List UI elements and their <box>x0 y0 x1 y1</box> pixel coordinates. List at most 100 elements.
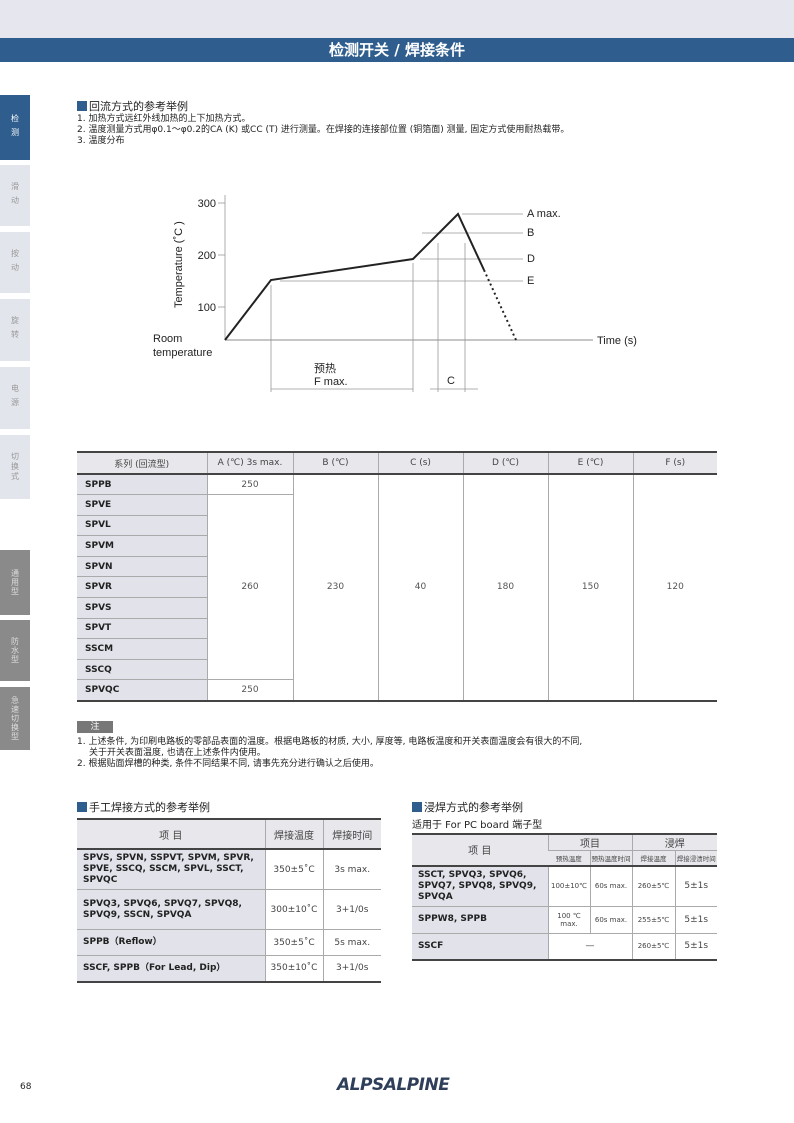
hand-solder-table: 项 目焊接温度 焊接时间 SPVS, SPVN, SSPVT, SPVM, SPV… <box>77 818 381 983</box>
sidebar-item-waterproof[interactable]: 防水型 <box>0 620 30 681</box>
alpsalpine-logo: ALPSALPINE <box>337 1075 450 1095</box>
table-row: SSCF —260±5℃ 5±1s <box>412 933 717 961</box>
x-axis-label: Time (s) <box>597 335 637 347</box>
sidebar-item-general[interactable]: 通用型 <box>0 550 30 615</box>
sidebar-item-rotary[interactable]: 旋转 <box>0 299 30 361</box>
square-bullet-icon <box>77 802 87 812</box>
table-row: SPVR <box>77 576 717 599</box>
value-cell: 5±1s <box>674 933 717 961</box>
col-header: 预热温度时间 <box>589 850 632 867</box>
series-cell: SSCT, SPVQ3, SPVQ6, SPVQ7, SPVQ8, SPVQ9,… <box>412 865 548 907</box>
value-cell: 100±10℃ <box>547 865 590 907</box>
reflow-section-title: 回流方式的参考举例 <box>77 98 188 114</box>
time-cell: 3+1/0s <box>322 955 381 982</box>
square-bullet-icon <box>77 101 87 111</box>
col-header: 项 目 <box>412 834 548 867</box>
reflow-table: 系列 (回流型) A (℃) 3s max. B (℃) C (s) D (℃)… <box>77 451 717 702</box>
sidebar-item-snap-action[interactable]: 急速切换型 <box>0 687 30 750</box>
col-group-header: 浸焊 <box>631 834 717 851</box>
series-cell: SPVN <box>77 556 207 578</box>
table-row: SSCT, SPVQ3, SPVQ6, SPVQ7, SPVQ8, SPVQ9,… <box>412 865 717 907</box>
sidebar-item-slide[interactable]: 滑动 <box>0 165 30 226</box>
value-cell: 255±5℃ <box>631 906 675 934</box>
series-cell: SPPB（Reflow） <box>77 929 265 956</box>
table-row: SPPW8, SPPB 100 ℃ max. 60s max. 255±5℃ 5±1s <box>412 906 717 934</box>
col-header: A (℃) 3s max. <box>206 452 293 475</box>
table-row: SPVQ3, SPVQ6, SPVQ7, SPVQ8, SPVQ9, SSCN,… <box>77 889 381 930</box>
series-cell: SPPB <box>77 474 207 496</box>
col-group-header: 项目 <box>547 834 632 851</box>
y-axis-label: Temperature (˚C ) <box>173 221 185 308</box>
profile-cooling-dotted <box>483 269 517 341</box>
sidebar-item-detect[interactable]: 检测 <box>0 95 30 160</box>
series-cell: SSCQ <box>77 659 207 681</box>
series-cell: SPVM <box>77 535 207 557</box>
series-cell: SPPW8, SPPB <box>412 906 548 934</box>
d-cell: 180 <box>462 474 548 702</box>
col-header: 焊接温度 <box>264 819 323 850</box>
tick-label: 300 <box>198 198 216 210</box>
sidebar-item-switching[interactable]: 切换式 <box>0 435 30 499</box>
col-header: B (℃) <box>292 452 378 475</box>
room-label: Room <box>153 333 182 345</box>
e-cell: 150 <box>547 474 633 702</box>
label-c: C <box>447 375 455 387</box>
table-row: SPVN <box>77 556 717 578</box>
time-cell: 3+1/0s <box>322 889 381 930</box>
tick-label: 200 <box>198 250 216 262</box>
col-header: 焊接时间 <box>322 819 381 850</box>
notes: 1. 上述条件, 为印刷电路板的零部品表面的温度。根据电路板的材质, 大小, 厚… <box>77 737 583 769</box>
dip-solder-table: 项 目项目 浸焊 预热温度 预热温度时间 焊接温度 焊接浸渍时间 SSCT, SPVQ3… <box>412 833 717 961</box>
table-row: SPVM <box>77 535 717 557</box>
table-row: SPPB（Reflow） 350±5˚C 5s max. <box>77 929 381 956</box>
series-cell: SPVR <box>77 576 207 599</box>
table-row: SPVE 260 <box>77 494 717 681</box>
series-cell: SPVQ3, SPVQ6, SPVQ7, SPVQ8, SPVQ9, SSCN,… <box>77 889 265 930</box>
sidebar-item-power[interactable]: 电源 <box>0 367 30 429</box>
label-b: B <box>527 227 534 239</box>
reflow-instructions: 1. 加热方式远红外线加热的上下加热方式。 2. 温度测量方式用φ0.1～φ0.… <box>77 114 570 146</box>
temp-cell: 350±5˚C <box>264 849 323 890</box>
label-f: F max. <box>314 376 348 388</box>
temperature-profile-diagram: 300 200 100 Temperature (˚C ) Room tempe… <box>153 195 637 392</box>
series-cell: SSCM <box>77 638 207 660</box>
table-row: SPVQC 250 <box>77 679 717 702</box>
value-cell: 100 ℃ max. <box>547 906 590 934</box>
c-cell: 40 <box>377 474 463 702</box>
col-header: E (℃) <box>547 452 633 475</box>
page-number: 68 <box>20 1082 32 1092</box>
col-header: 焊接温度 <box>631 850 675 867</box>
value-cell: 5±1s <box>674 865 717 907</box>
col-header: F (s) <box>632 452 717 475</box>
col-header: 系列 (回流型) <box>77 452 207 475</box>
value-cell: 60s max. <box>589 906 632 934</box>
col-header: D (℃) <box>462 452 548 475</box>
time-cell: 5s max. <box>322 929 381 956</box>
series-cell: SSCF, SPPB（For Lead, Dip） <box>77 955 265 982</box>
hand-section-title: 手工焊接方式的参考举例 <box>77 799 210 815</box>
table-row: SPVT <box>77 618 717 640</box>
col-header: C (s) <box>377 452 463 475</box>
series-cell: SPVL <box>77 515 207 537</box>
sidebar-item-push[interactable]: 按动 <box>0 232 30 293</box>
table-row: SSCQ <box>77 659 717 681</box>
series-cell: SPVS, SPVN, SSPVT, SPVM, SPVR, SPVE, SSC… <box>77 849 265 890</box>
dip-subtitle: 适用于 For PC board 端子型 <box>412 820 543 831</box>
table-row: SPPB 250 230 40 180 150 120 <box>77 474 717 702</box>
series-cell: SPVS <box>77 597 207 619</box>
value-cell: 260±5℃ <box>631 865 675 907</box>
profile-curve <box>224 212 485 341</box>
col-header: 项 目 <box>77 819 265 850</box>
series-cell: SPVE <box>77 494 207 516</box>
table-row: SSCM <box>77 638 717 660</box>
b-cell: 230 <box>292 474 378 702</box>
square-bullet-icon <box>412 802 422 812</box>
dip-section-title: 浸焊方式的参考举例 <box>412 799 523 815</box>
a-cell: 250 <box>206 474 293 496</box>
table-row: SPVS, SPVN, SSPVT, SPVM, SPVR, SPVE, SSC… <box>77 849 381 890</box>
page-title: 检测开关 / 焊接条件 <box>0 38 794 62</box>
top-band <box>0 0 794 38</box>
label-d: D <box>527 253 535 265</box>
a-cell: 250 <box>206 679 293 702</box>
room-label: temperature <box>153 347 212 359</box>
